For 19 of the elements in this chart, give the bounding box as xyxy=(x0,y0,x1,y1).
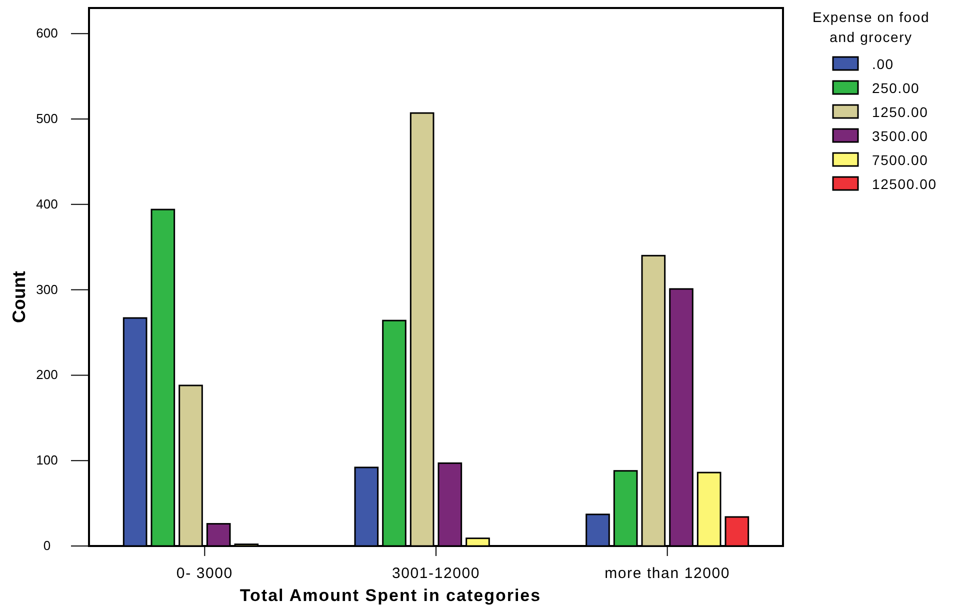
x-tick-label: 0- 3000 xyxy=(176,565,233,582)
legend-label: 12500.00 xyxy=(872,176,937,192)
legend-label: 250.00 xyxy=(872,80,920,96)
legend-label: .00 xyxy=(872,56,894,72)
y-tick-label: 500 xyxy=(36,111,58,126)
legend-title: Expense on food and grocery xyxy=(812,9,930,45)
y-tick-label: 600 xyxy=(36,26,58,41)
x-tick-label: more than 12000 xyxy=(604,565,730,582)
y-axis-title: Count xyxy=(9,271,29,323)
y-tick-label: 400 xyxy=(36,196,58,212)
y-tick-label: 100 xyxy=(36,452,58,468)
legend-label: 3500.00 xyxy=(872,128,928,144)
legend-label: 7500.00 xyxy=(872,152,928,168)
legend-label: 1250.00 xyxy=(872,104,928,120)
y-tick-label: 0 xyxy=(43,538,51,553)
x-axis-title: Total Amount Spent in categories xyxy=(240,586,542,605)
y-tick-label: 300 xyxy=(36,282,58,297)
x-tick-label: 3001-12000 xyxy=(392,565,480,582)
y-tick-label: 200 xyxy=(36,367,58,382)
